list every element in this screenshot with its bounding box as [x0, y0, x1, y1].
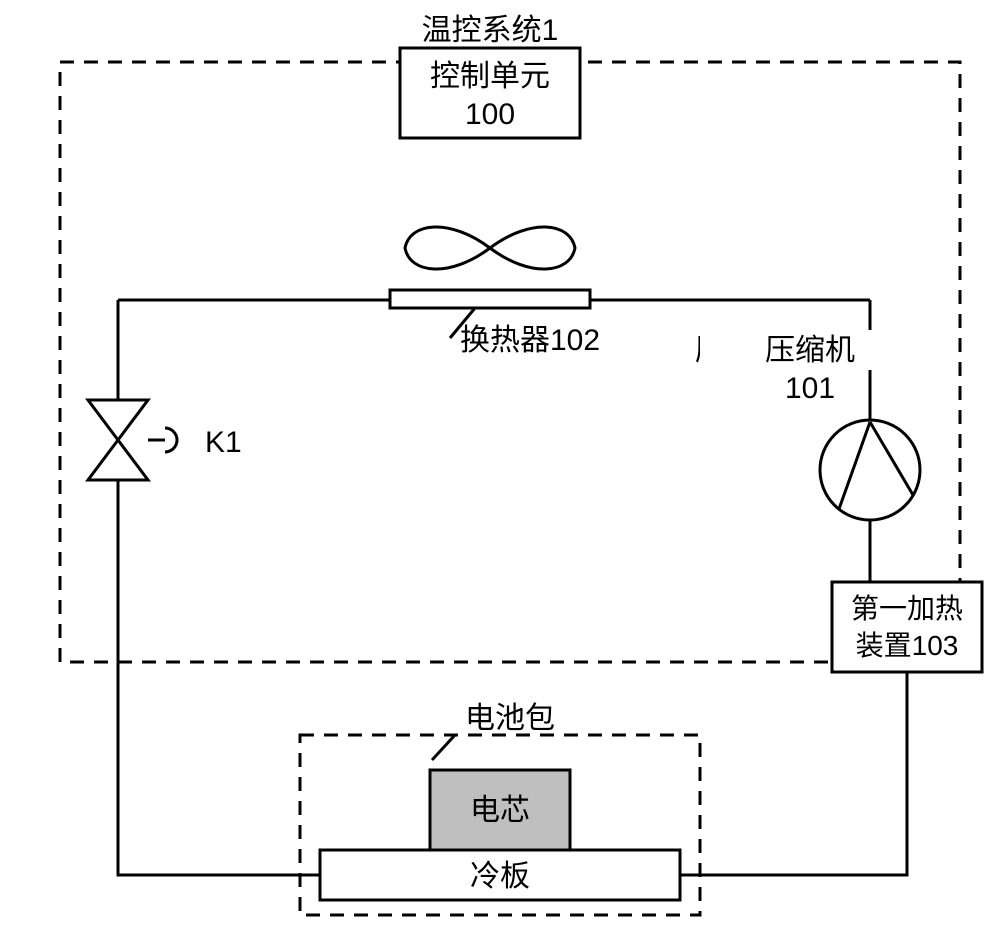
battery-cell-label: 电芯 — [470, 794, 530, 827]
system-title: 温控系统1 — [422, 14, 559, 47]
heat-exchanger-bar — [390, 290, 590, 308]
thermal-control-diagram: 温控系统1 控制单元 100 换热器102 压缩机 压缩机 压缩机 101 第一… — [0, 0, 1000, 940]
heater-1-label-line2: 装置103 — [856, 630, 959, 661]
heater-1-label-line1: 第一加热 — [851, 593, 963, 624]
valve-k1-label: K1 — [205, 426, 242, 459]
compressor-symbol — [820, 420, 920, 520]
control-unit-label-2: 100 — [465, 98, 515, 131]
battery-pack-leader — [432, 735, 455, 760]
pipe — [118, 300, 320, 875]
valve-k1-symbol — [88, 400, 177, 480]
heat-exchanger-label: 换热器102 — [460, 324, 600, 357]
compressor-label-line2: 101 — [785, 372, 835, 405]
pipe — [680, 672, 907, 875]
battery-pack-label: 电池包 — [465, 702, 555, 735]
fan-icon — [405, 227, 575, 269]
cold-plate-label: 冷板 — [470, 860, 530, 893]
compressor-label-line1: 压缩机 — [765, 334, 855, 367]
control-unit-label-1: 控制单元 — [430, 60, 550, 93]
